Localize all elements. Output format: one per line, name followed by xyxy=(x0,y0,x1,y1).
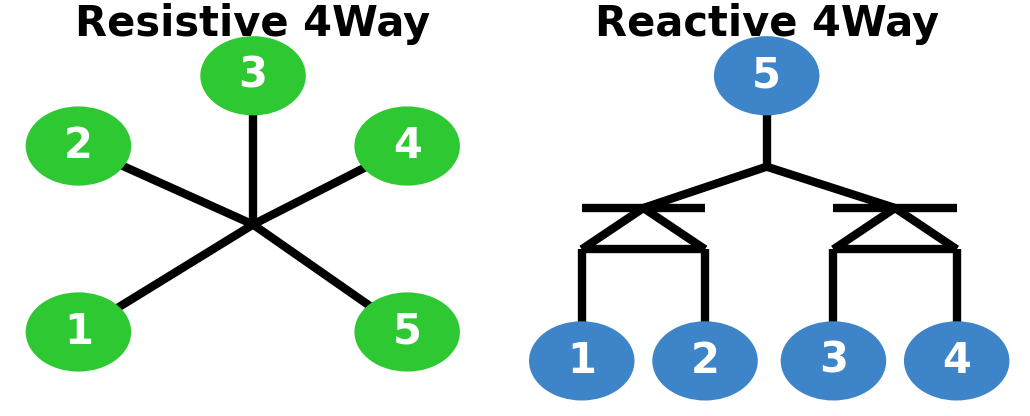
Ellipse shape xyxy=(715,37,818,114)
Ellipse shape xyxy=(27,108,130,184)
Ellipse shape xyxy=(782,323,885,399)
Ellipse shape xyxy=(355,294,458,370)
Ellipse shape xyxy=(654,323,756,399)
Text: Reactive 4Way: Reactive 4Way xyxy=(594,3,938,45)
Ellipse shape xyxy=(27,294,130,370)
Ellipse shape xyxy=(202,37,305,114)
Text: 5: 5 xyxy=(752,55,781,97)
Text: 5: 5 xyxy=(392,311,421,353)
Text: Resistive 4Way: Resistive 4Way xyxy=(75,3,431,45)
Text: 1: 1 xyxy=(64,311,93,353)
Text: 4: 4 xyxy=(392,125,421,167)
Ellipse shape xyxy=(905,323,1008,399)
Text: 4: 4 xyxy=(942,340,971,382)
Ellipse shape xyxy=(530,323,633,399)
Text: 2: 2 xyxy=(690,340,720,382)
Text: 1: 1 xyxy=(568,340,596,382)
Text: 3: 3 xyxy=(239,55,268,97)
Text: 2: 2 xyxy=(64,125,93,167)
Ellipse shape xyxy=(355,108,458,184)
Text: 3: 3 xyxy=(819,340,848,382)
